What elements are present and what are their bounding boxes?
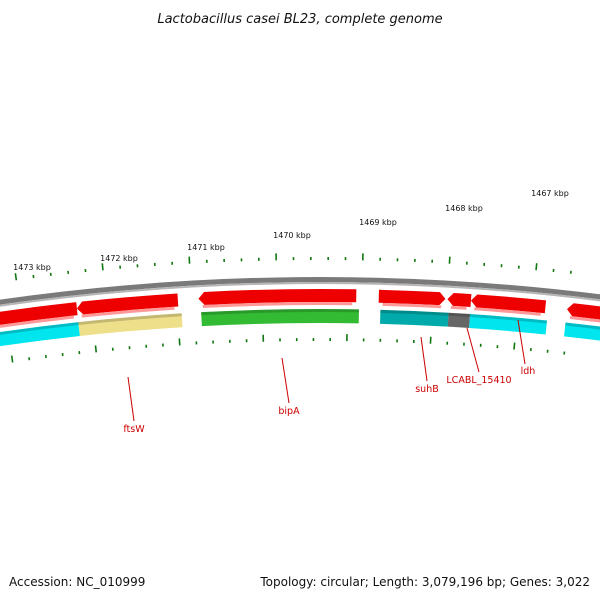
- cds-arrow-outer[interactable]: [0, 302, 78, 326]
- cds-block-inner-edge: [78, 313, 182, 326]
- cds-arrow-outer[interactable]: [76, 293, 179, 315]
- scale-tick: [94, 345, 98, 353]
- cds-block-inner[interactable]: [380, 309, 449, 327]
- scale-label: 1467 kbp: [531, 189, 569, 198]
- cds-arrow-outer-shadow: [202, 302, 353, 309]
- scale-label: 1469 kbp: [359, 218, 397, 227]
- gene-label-ftsW[interactable]: ftsW: [123, 424, 145, 435]
- cds-arrow-outer-shadow: [0, 315, 75, 328]
- scale-label: 1468 kbp: [445, 204, 483, 213]
- scale-tick: [101, 263, 104, 271]
- gene-leader-line: [420, 336, 428, 382]
- cds-block-inner[interactable]: [447, 312, 471, 328]
- scale-ticks-inner: [10, 334, 566, 363]
- gene-leader-line: [466, 327, 480, 373]
- cds-arrow-outer-shadow: [569, 315, 600, 323]
- topology-summary: Topology: circular; Length: 3,079,196 bp…: [259, 575, 590, 589]
- gene-label-LCABL_15410[interactable]: LCABL_15410: [446, 375, 511, 386]
- scale-label: 1472 kbp: [100, 254, 138, 263]
- cds-arrow-outer[interactable]: [447, 292, 472, 308]
- scale-tick: [513, 342, 516, 350]
- cds-block-inner-edge: [565, 322, 600, 330]
- cds-block-inner[interactable]: [0, 322, 80, 347]
- gene-leader-line: [281, 357, 290, 404]
- scale-ticks-outer: [14, 253, 572, 281]
- cds-track-outer: [0, 289, 600, 328]
- cds-arrow-outer[interactable]: [567, 303, 600, 324]
- cds-block-inner-edge: [0, 322, 79, 336]
- cds-block-inner-edge: [380, 309, 449, 316]
- cds-arrow-outer-shadow: [450, 305, 467, 310]
- cds-arrow-outer[interactable]: [378, 289, 446, 306]
- scale-tick: [14, 273, 18, 281]
- backbone-outer-ring: [0, 277, 600, 305]
- gene-labels: ftsW bipA suhB LCABL_15410 ldh: [123, 366, 535, 435]
- cds-arrow-outer[interactable]: [470, 294, 547, 314]
- scale-labels: 1473 kbp 1472 kbp 1471 kbp 1470 kbp 1469…: [13, 189, 569, 272]
- map-title: Lactobacillus casei BL23, complete genom…: [157, 12, 442, 27]
- cds-track-inner: [0, 308, 600, 347]
- cds-block-inner-edge: [448, 312, 471, 318]
- gene-label-suhB[interactable]: suhB: [415, 384, 439, 395]
- cds-arrow-outer[interactable]: [198, 289, 357, 305]
- cds-block-inner-edge: [469, 314, 548, 324]
- cds-block-inner-edge: [201, 308, 359, 316]
- scale-label: 1471 kbp: [187, 243, 225, 252]
- gene-leader-line: [127, 376, 135, 422]
- cds-block-inner[interactable]: [201, 308, 359, 327]
- gene-leader-line: [517, 319, 526, 365]
- cds-arrow-outer-shadow: [382, 302, 442, 309]
- cds-arrow-outer-shadow: [474, 307, 541, 316]
- cds-arrow-outer-shadow: [81, 306, 175, 318]
- scale-label: 1470 kbp: [273, 231, 311, 240]
- scale-label: 1473 kbp: [13, 263, 51, 272]
- scale-tick: [535, 263, 538, 271]
- genome-backbone: [0, 277, 600, 307]
- gene-label-bipA[interactable]: bipA: [278, 406, 300, 417]
- gene-label-ldh[interactable]: ldh: [521, 366, 536, 377]
- gene-label-leaders: [127, 319, 526, 422]
- scale-tick: [10, 355, 14, 363]
- cds-block-inner[interactable]: [469, 314, 548, 335]
- accession-text: Accession: NC_010999: [9, 575, 145, 589]
- cds-block-inner[interactable]: [564, 322, 600, 344]
- cds-block-inner[interactable]: [78, 313, 183, 336]
